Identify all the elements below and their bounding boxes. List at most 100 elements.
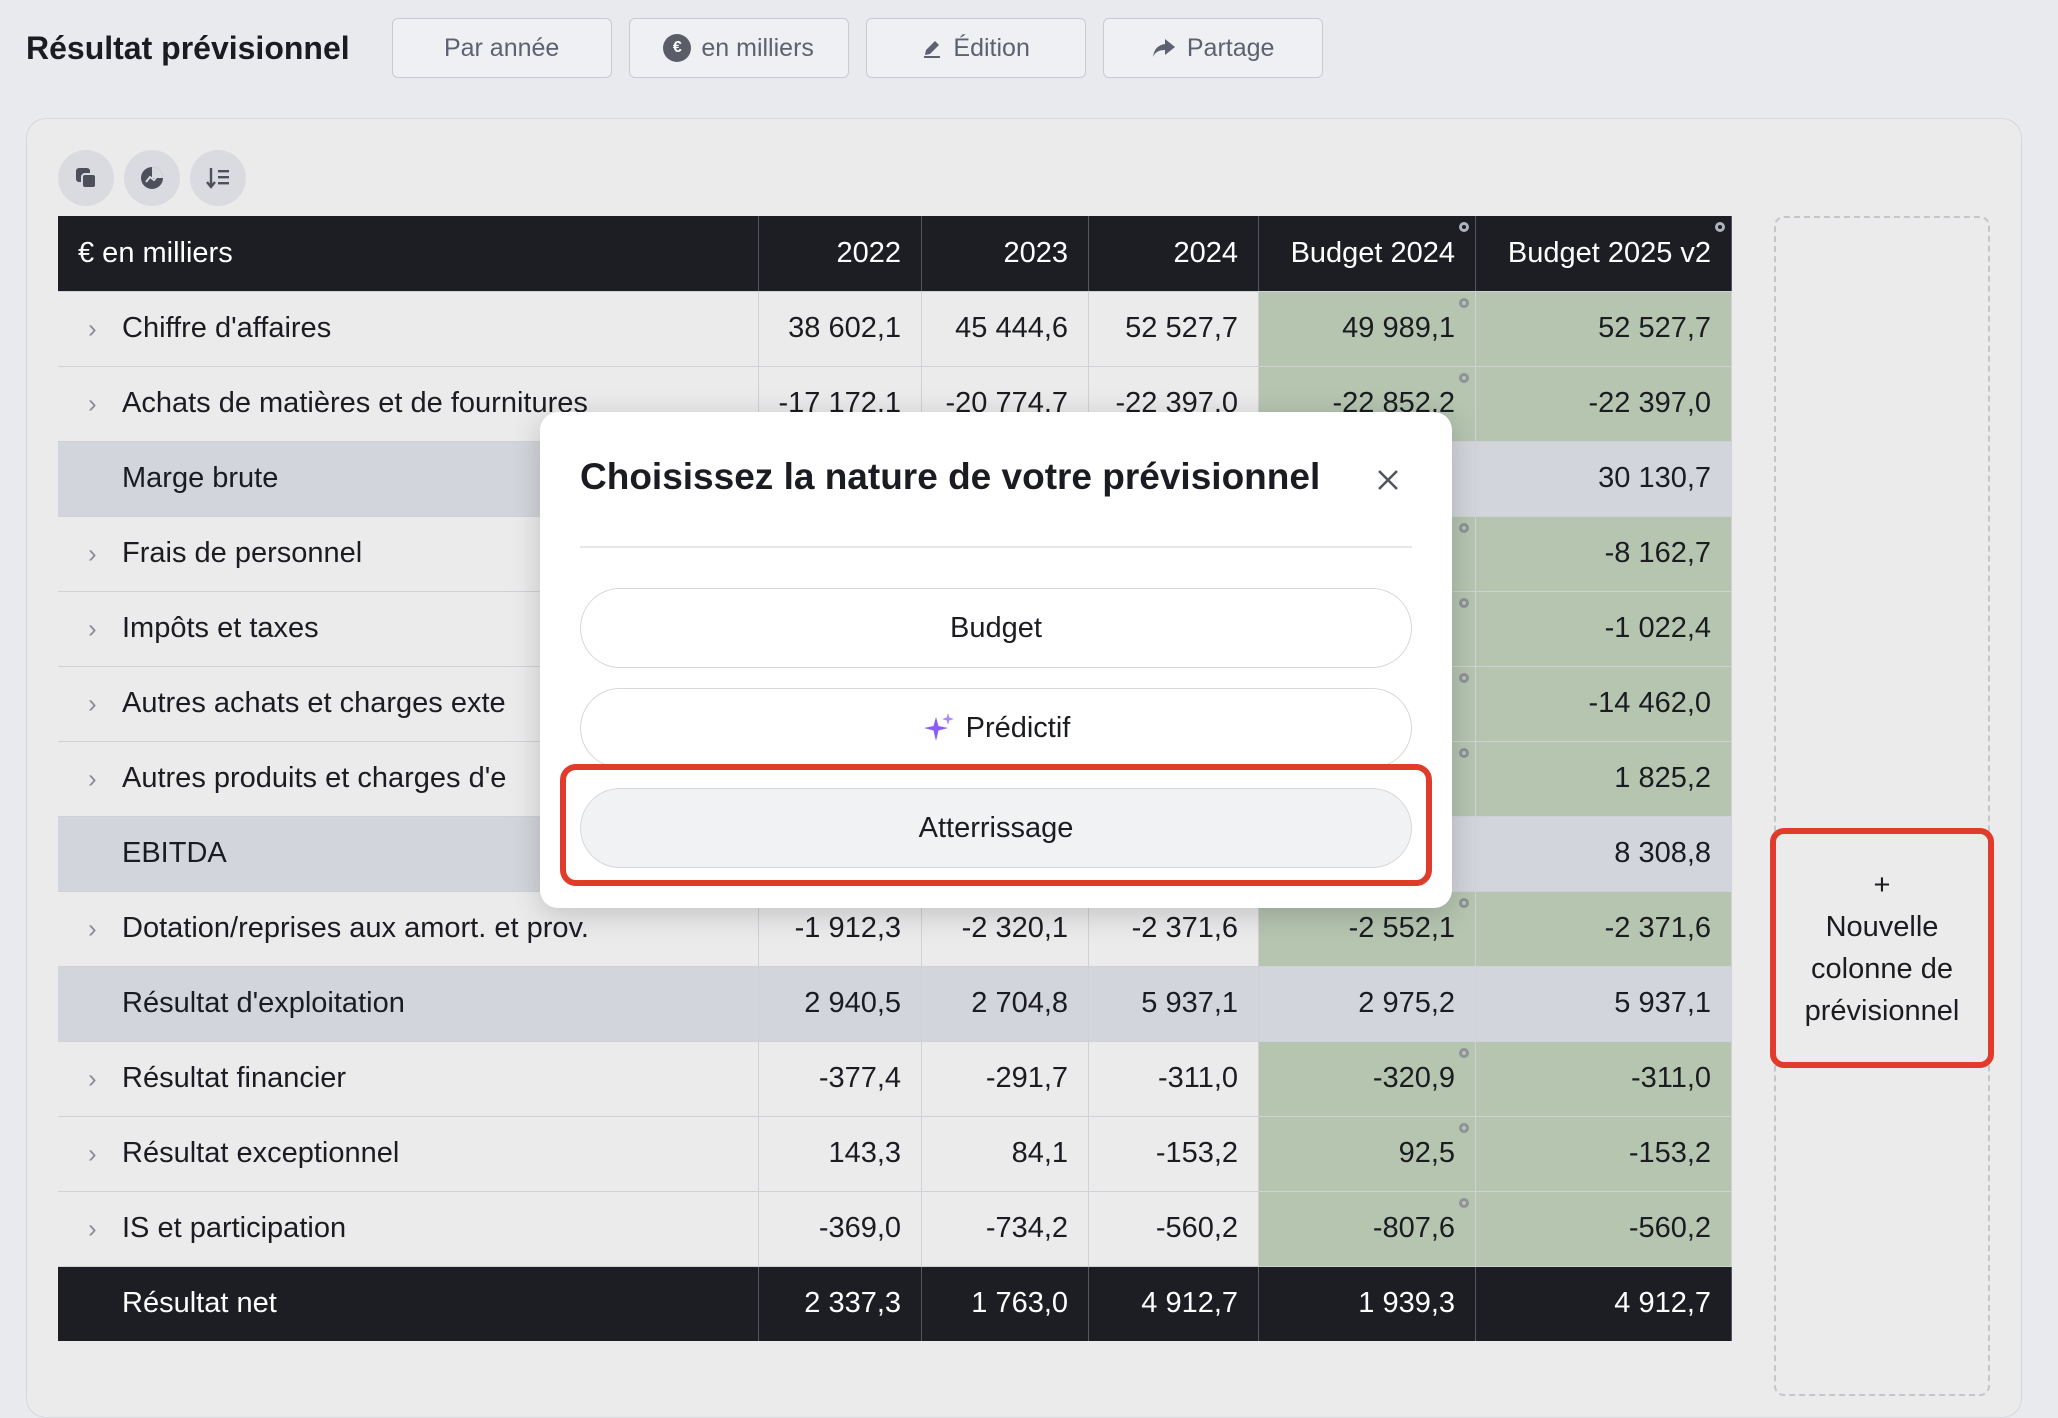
per-year-label: Par année [443, 33, 560, 62]
table-cell[interactable]: -22 397,0 [1475, 366, 1733, 442]
table-tools [58, 150, 246, 206]
pencil-icon [921, 37, 943, 59]
row-label-text: Résultat exceptionnel [122, 1137, 400, 1169]
table-cell[interactable]: -8 162,7 [1475, 516, 1733, 592]
sparkle-icon [923, 713, 954, 741]
gear-icon[interactable] [1457, 296, 1471, 310]
table-cell[interactable]: -807,6 [1258, 1191, 1477, 1267]
table-cell: -291,7 [921, 1041, 1090, 1117]
table-cell[interactable]: 1 825,2 [1475, 741, 1733, 817]
share-label: Partage [1186, 33, 1275, 62]
row-label-text: Frais de personnel [122, 537, 363, 569]
table-cell[interactable]: 5 937,1 [1475, 966, 1733, 1042]
table-row[interactable]: › Chiffre d'affaires 38 602,1 45 444,6 52 52… [58, 291, 1733, 367]
table-cell[interactable]: 4 912,7 [1475, 1266, 1733, 1341]
table-cell: 2 940,5 [758, 966, 923, 1042]
row-label: Résultat net [58, 1266, 759, 1341]
table-cell[interactable]: -311,0 [1475, 1041, 1733, 1117]
row-label: › IS et participation [58, 1191, 759, 1267]
duplicate-button[interactable] [58, 150, 114, 206]
chevron-right-icon[interactable]: › [88, 913, 97, 943]
table-cell[interactable]: 92,5 [1258, 1116, 1477, 1192]
row-label-text: Marge brute [122, 462, 279, 494]
unit-button[interactable]: € en milliers [628, 18, 849, 78]
table-cell[interactable]: -14 462,0 [1475, 666, 1733, 742]
chevron-right-icon[interactable]: › [88, 1138, 97, 1168]
share-button[interactable]: Partage [1102, 18, 1323, 78]
gear-icon[interactable] [1457, 371, 1471, 385]
gear-icon[interactable] [1457, 596, 1471, 610]
table-row[interactable]: › IS et participation -369,0 -734,2 -560,2 -8… [58, 1191, 1733, 1267]
column-header-2022[interactable]: 2022 [758, 216, 923, 292]
table-header-row: € en milliers 2022 2023 2024 Budget 2024… [58, 216, 1733, 292]
option-budget[interactable]: Budget [580, 588, 1412, 668]
new-forecast-column-button[interactable]: + Nouvelle colonne de prévisionnel [1770, 828, 1994, 1068]
column-header-budget-2024[interactable]: Budget 2024 [1258, 216, 1477, 292]
column-header-budget-2025-v2[interactable]: Budget 2025 v2 [1475, 216, 1733, 292]
plus-icon: + [1873, 869, 1891, 901]
gear-icon[interactable] [1457, 746, 1471, 760]
per-year-button[interactable]: Par année [391, 18, 612, 78]
chevron-right-icon[interactable]: › [88, 1213, 97, 1243]
gear-icon[interactable] [1457, 1196, 1471, 1210]
chevron-right-icon[interactable]: › [88, 688, 97, 718]
table-cell[interactable]: 52 527,7 [1475, 291, 1733, 367]
edit-label: Édition [953, 33, 1030, 62]
unit-label: en milliers [701, 33, 814, 62]
table-cell[interactable]: -320,9 [1258, 1041, 1477, 1117]
column-header-2024[interactable]: 2024 [1088, 216, 1260, 292]
table-cell[interactable]: -2 371,6 [1475, 891, 1733, 967]
table-cell: 38 602,1 [758, 291, 923, 367]
modal-divider [580, 546, 1412, 548]
sort-icon [206, 168, 229, 189]
chevron-right-icon[interactable]: › [88, 1063, 97, 1093]
row-label-text: Chiffre d'affaires [122, 312, 332, 344]
copy-icon [76, 168, 97, 189]
option-budget-label: Budget [950, 611, 1042, 644]
table-cell[interactable]: 30 130,7 [1475, 441, 1733, 517]
chevron-right-icon[interactable]: › [88, 763, 97, 793]
table-cell: -560,2 [1088, 1191, 1260, 1267]
new-column-label: Nouvelle colonne de prévisionnel [1804, 911, 1960, 1027]
table-cell[interactable]: 8 308,8 [1475, 816, 1733, 892]
table-row[interactable]: › Dotation/reprises aux amort. et prov. -1… [58, 891, 1733, 967]
gear-icon[interactable] [1457, 896, 1471, 910]
euro-circle-icon: € [663, 34, 692, 62]
table-row: Résultat net 2 337,3 1 763,0 4 912,7 1 939,3… [58, 1266, 1733, 1341]
selection-highlight [560, 764, 1432, 886]
gear-icon[interactable] [1457, 1121, 1471, 1135]
table-cell[interactable]: -153,2 [1475, 1116, 1733, 1192]
gear-icon[interactable] [1457, 671, 1471, 685]
table-cell[interactable]: 49 989,1 [1258, 291, 1477, 367]
gear-icon[interactable] [1713, 220, 1727, 234]
option-predictive[interactable]: Prédictif [580, 688, 1412, 768]
table-cell[interactable]: -560,2 [1475, 1191, 1733, 1267]
edit-button[interactable]: Édition [865, 18, 1086, 78]
gear-icon[interactable] [1457, 521, 1471, 535]
row-label-text: Achats de matières et de fournitures [122, 387, 588, 419]
new-column-dropzone [1774, 216, 1990, 1396]
table-row[interactable]: › Résultat exceptionnel 143,3 84,1 -153,2 92,… [58, 1116, 1733, 1192]
table-cell: 2 704,8 [921, 966, 1090, 1042]
chevron-right-icon[interactable]: › [88, 313, 97, 343]
gear-icon[interactable] [1457, 220, 1471, 234]
option-landing[interactable]: Atterrissage [580, 788, 1412, 868]
row-label-text: Dotation/reprises aux amort. et prov. [122, 912, 589, 944]
pie-chart-icon [141, 167, 163, 189]
table-cell: -153,2 [1088, 1116, 1260, 1192]
chevron-right-icon[interactable]: › [88, 613, 97, 643]
chevron-right-icon[interactable]: › [88, 388, 97, 418]
table-row[interactable]: › Résultat financier -377,4 -291,7 -311,0 -32… [58, 1041, 1733, 1117]
sort-button[interactable] [190, 150, 246, 206]
table-cell: 143,3 [758, 1116, 923, 1192]
table-cell[interactable]: -1 022,4 [1475, 591, 1733, 667]
chart-button[interactable] [124, 150, 180, 206]
gear-icon[interactable] [1457, 1046, 1471, 1060]
column-header-2023[interactable]: 2023 [921, 216, 1090, 292]
chevron-right-icon[interactable]: › [88, 538, 97, 568]
table-cell: 4 912,7 [1088, 1266, 1260, 1341]
row-label-text: EBITDA [122, 837, 227, 869]
close-icon[interactable] [1372, 464, 1404, 496]
table-cell[interactable]: 2 975,2 [1258, 966, 1477, 1042]
table-cell[interactable]: 1 939,3 [1258, 1266, 1477, 1341]
